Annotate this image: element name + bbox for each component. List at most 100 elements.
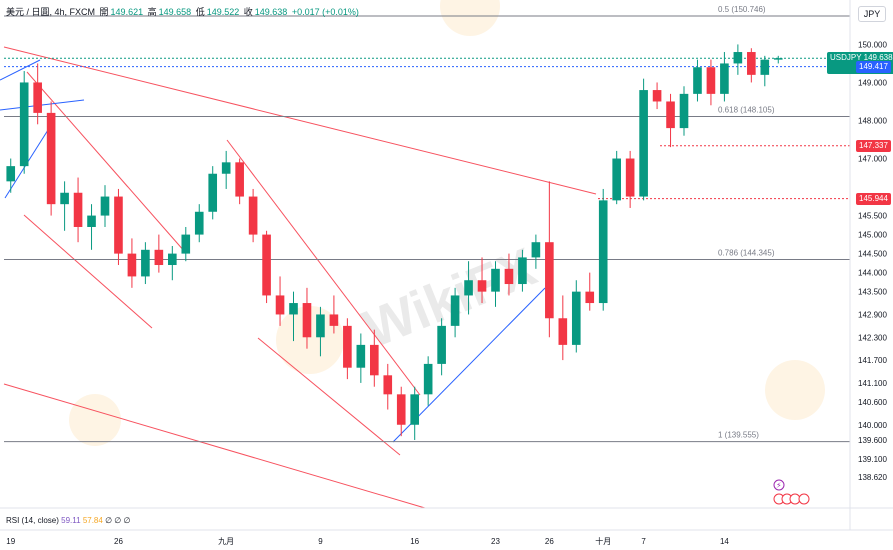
trend-line-lower bbox=[3, 383, 426, 509]
watermark-logo bbox=[69, 0, 825, 446]
candle-body bbox=[437, 325, 446, 364]
y-tick-label: 144.500 bbox=[858, 250, 887, 259]
candle-body bbox=[181, 234, 191, 254]
candle-body bbox=[693, 67, 702, 94]
candle-body bbox=[356, 344, 366, 368]
rsi-legend[interactable]: RSI (14, close) 59.11 57.84 ∅ ∅ ∅ bbox=[6, 516, 130, 525]
y-tick-label: 143.500 bbox=[858, 288, 887, 297]
candle-body bbox=[262, 234, 271, 296]
candle-body bbox=[773, 58, 783, 60]
blue-line-1 bbox=[0, 59, 41, 81]
y-tick-label: 142.900 bbox=[858, 310, 887, 319]
candle-body bbox=[302, 303, 312, 338]
candle-body bbox=[504, 268, 514, 285]
candle-body bbox=[208, 173, 218, 212]
rsi-value: 59.11 bbox=[61, 516, 81, 525]
candle-body bbox=[423, 363, 433, 395]
candle-body bbox=[343, 325, 352, 368]
price-tag-value: 149.638 bbox=[863, 53, 893, 63]
candle-body bbox=[127, 253, 137, 277]
candle-body bbox=[383, 375, 393, 395]
candle-body bbox=[558, 318, 568, 345]
candle-body bbox=[316, 314, 325, 338]
watermark-text: WikiFX bbox=[355, 237, 544, 360]
candle-body bbox=[531, 242, 541, 258]
y-tick-label: 141.100 bbox=[858, 379, 887, 388]
candle-body bbox=[289, 303, 298, 315]
x-tick-label: 26 bbox=[545, 537, 554, 546]
candle-body bbox=[221, 162, 231, 174]
fib-label: 0.5 (150.746) bbox=[718, 5, 766, 14]
x-tick-label: 26 bbox=[114, 537, 123, 546]
candle-body bbox=[100, 196, 110, 216]
y-tick-label: 140.600 bbox=[858, 398, 887, 407]
candle-body bbox=[33, 82, 42, 113]
candle-body bbox=[666, 101, 675, 129]
open-label: 開 bbox=[99, 7, 109, 17]
symbol-label[interactable]: 美元 / 日圓, 4h, FXCM bbox=[6, 7, 96, 17]
y-tick-label: 150.000 bbox=[858, 40, 887, 49]
candle-body bbox=[733, 52, 743, 64]
y-tick-label: 148.000 bbox=[858, 116, 887, 125]
x-tick-label: 7 bbox=[641, 537, 646, 546]
x-axis: 19 26 九月 9 16 23 26 十月 7 14 bbox=[6, 536, 729, 546]
open-value: 149.621 bbox=[110, 7, 144, 17]
x-tick-label: 十月 bbox=[595, 536, 611, 546]
close-label: 收 bbox=[243, 7, 253, 17]
candle-body bbox=[625, 158, 635, 197]
y-tick-label: 149.000 bbox=[858, 78, 887, 87]
candle-body bbox=[720, 63, 729, 94]
candle-body bbox=[464, 280, 473, 296]
rsi-label: RSI (14, close) bbox=[6, 516, 59, 525]
y-tick-label: 141.700 bbox=[858, 356, 887, 365]
candle-body bbox=[168, 253, 177, 266]
candle-body bbox=[154, 249, 164, 266]
channel-line-1b bbox=[23, 214, 153, 329]
blue-line-2 bbox=[0, 99, 85, 111]
candle-body bbox=[141, 249, 150, 277]
x-tick-label: 23 bbox=[491, 537, 500, 546]
candle-body bbox=[235, 162, 244, 197]
x-tick-label: 16 bbox=[410, 537, 419, 546]
candle-body bbox=[60, 192, 69, 205]
lightning-icon-glyph: ⚡ bbox=[776, 481, 782, 490]
candle-body bbox=[46, 112, 56, 205]
event-flag-icon-4 bbox=[798, 493, 810, 505]
fib-levels: 0.5 (150.746) 0.618 (148.105) 0.786 (144.3… bbox=[4, 5, 850, 443]
candle-body bbox=[275, 295, 285, 315]
candle-body bbox=[87, 215, 96, 227]
channel-line-2a bbox=[226, 139, 421, 396]
channel-line-2b bbox=[257, 337, 401, 456]
candle-body bbox=[396, 394, 406, 425]
candle-body bbox=[652, 90, 662, 102]
price-tag-symbol: USDJPY bbox=[830, 53, 864, 63]
low-value: 149.522 bbox=[206, 7, 240, 17]
high-label: 高 bbox=[147, 7, 157, 17]
x-tick-label: 九月 bbox=[218, 537, 234, 546]
trend-line-upper bbox=[3, 46, 597, 195]
y-tick-label: 145.500 bbox=[858, 212, 887, 221]
channel-line-1a bbox=[26, 71, 186, 253]
change-value: +0.017 (+0.01%) bbox=[291, 7, 359, 17]
x-tick-label: 9 bbox=[318, 537, 323, 546]
candle-body bbox=[747, 52, 756, 75]
candle-body bbox=[679, 93, 689, 129]
price-tag: 145.944 bbox=[856, 192, 891, 205]
candle-body bbox=[760, 59, 770, 75]
y-tick-label: 147.000 bbox=[858, 155, 887, 164]
candle-body bbox=[571, 291, 581, 345]
close-value: 149.638 bbox=[254, 7, 288, 17]
candle-body bbox=[369, 344, 379, 376]
currency-button[interactable]: JPY bbox=[858, 6, 886, 22]
candle-body bbox=[612, 158, 621, 201]
rsi-extra: ∅ ∅ ∅ bbox=[105, 516, 131, 525]
candle-body bbox=[6, 166, 16, 182]
y-tick-label: 140.000 bbox=[858, 421, 887, 430]
x-tick-label: 14 bbox=[720, 537, 729, 546]
candle-body bbox=[477, 280, 487, 292]
candle-body bbox=[329, 314, 339, 326]
event-icons[interactable]: ⚡ bbox=[773, 479, 810, 505]
candles bbox=[6, 44, 783, 440]
candle-body bbox=[639, 90, 648, 197]
